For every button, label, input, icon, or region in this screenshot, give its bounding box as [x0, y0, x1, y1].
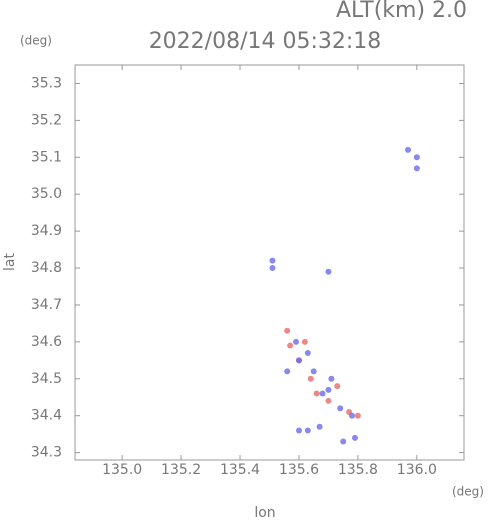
point — [304, 349, 311, 356]
point — [413, 165, 420, 172]
x-tick-label: 135.4 — [220, 462, 260, 478]
y-tick-label: 35.0 — [31, 186, 62, 202]
point — [354, 412, 361, 419]
y-unit: (deg) — [20, 34, 52, 48]
point — [304, 427, 311, 434]
point — [313, 390, 320, 397]
y-tick-label: 34.3 — [31, 445, 62, 461]
point — [325, 397, 332, 404]
x-tick-label: 135.0 — [102, 462, 142, 478]
y-tick-label: 35.1 — [31, 149, 62, 165]
point — [287, 342, 294, 349]
y-tick-label: 35.3 — [31, 75, 62, 91]
chart-subtitle: ALT(km) 2.0 — [336, 0, 467, 23]
point — [307, 375, 314, 382]
x-unit: (deg) — [452, 485, 484, 499]
x-tick-label: 135.2 — [161, 462, 201, 478]
point — [349, 412, 356, 419]
point — [325, 386, 332, 393]
point — [295, 427, 302, 434]
point — [334, 383, 341, 390]
y-tick-label: 34.6 — [31, 334, 62, 350]
x-axis-label: lon — [254, 505, 275, 521]
chart-title: 2022/08/14 05:32:18 — [149, 29, 382, 54]
point — [405, 146, 412, 153]
point — [284, 327, 291, 334]
y-tick-label: 34.7 — [31, 297, 62, 313]
point — [316, 423, 323, 430]
y-axis-label: lat — [2, 253, 18, 271]
point — [351, 434, 358, 441]
point — [284, 368, 291, 375]
plot-frame — [74, 64, 465, 461]
point — [295, 357, 302, 364]
y-tick-label: 34.5 — [31, 371, 62, 387]
point — [328, 375, 335, 382]
point — [293, 338, 300, 345]
point — [413, 154, 420, 161]
point — [301, 338, 308, 345]
y-tick-label: 34.4 — [31, 408, 62, 424]
y-tick-label: 35.2 — [31, 112, 62, 128]
point — [340, 438, 347, 445]
y-tick-label: 34.9 — [31, 223, 62, 239]
x-tick-label: 136.0 — [397, 462, 437, 478]
y-tick-label: 34.8 — [31, 260, 62, 276]
point — [319, 390, 326, 397]
x-tick-label: 135.8 — [338, 462, 378, 478]
point — [325, 268, 332, 275]
point — [337, 405, 344, 412]
x-tick-label: 135.6 — [279, 462, 319, 478]
point — [269, 257, 276, 264]
point — [269, 265, 276, 272]
point — [310, 368, 317, 375]
